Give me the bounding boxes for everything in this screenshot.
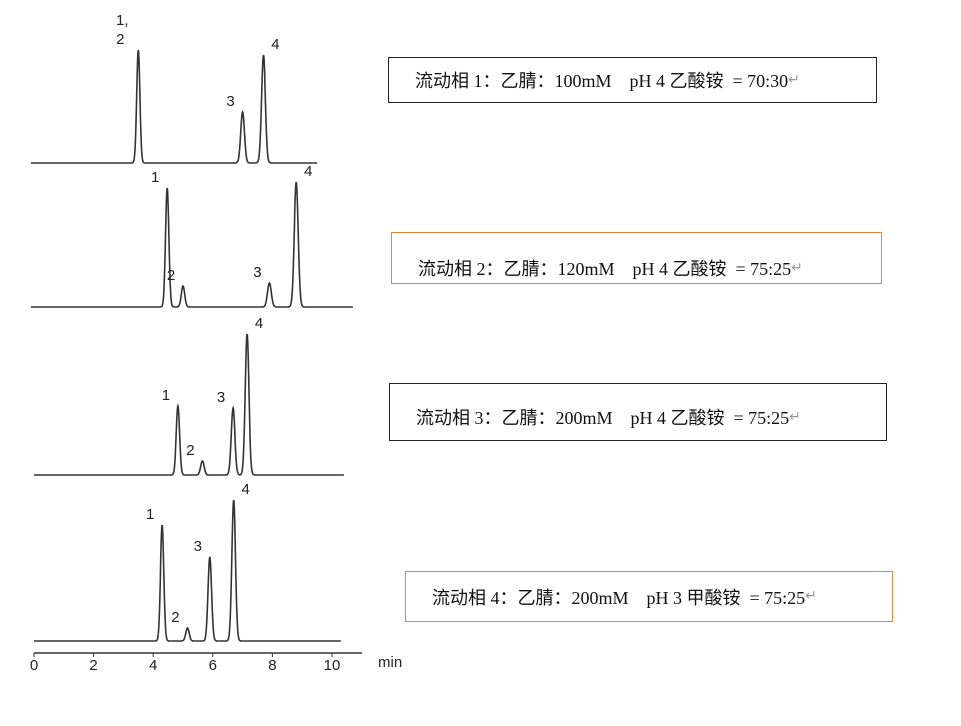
peak-label: 3 bbox=[194, 538, 202, 555]
x-tick-label: 10 bbox=[324, 657, 341, 674]
peak-label: 3 bbox=[253, 264, 261, 281]
x-tick-label: 4 bbox=[149, 657, 157, 674]
trace-line-1 bbox=[31, 49, 318, 164]
x-tick-label: 6 bbox=[209, 657, 217, 674]
condition-box-3: 流动相 3：乙腈：200mM pH 4 乙酸铵 = 75:25 ↵ bbox=[389, 383, 887, 441]
x-axis-label: min bbox=[378, 654, 402, 671]
condition-text-4: 流动相 4：乙腈：200mM pH 3 甲酸铵 = 75:25 bbox=[432, 587, 806, 608]
condition-text-1: 流动相 1：乙腈：100mM pH 4 乙酸铵 = 70:30 bbox=[415, 71, 789, 91]
x-tick-label: 8 bbox=[268, 657, 276, 674]
peak-label: 2 bbox=[186, 442, 194, 459]
condition-text-3: 流动相 3：乙腈：200mM pH 4 乙酸铵 = 75:25 bbox=[416, 408, 790, 428]
peak-label: 4 bbox=[255, 315, 263, 332]
trace-line-3 bbox=[34, 333, 344, 476]
return-icon: ↵ bbox=[789, 409, 801, 425]
x-tick-label: 2 bbox=[89, 657, 97, 674]
return-icon: ↵ bbox=[791, 260, 803, 276]
peak-label: 2 bbox=[116, 31, 124, 48]
return-icon: ↵ bbox=[805, 589, 817, 604]
condition-text-2: 流动相 2：乙腈：120mM pH 4 乙酸铵 = 75:25 bbox=[418, 259, 792, 279]
x-tick-label: 0 bbox=[30, 657, 38, 674]
peak-label: 4 bbox=[271, 36, 279, 53]
trace-line-2 bbox=[31, 181, 353, 308]
peak-label: 1 bbox=[162, 387, 170, 404]
peak-label: 2 bbox=[167, 267, 175, 284]
trace-line-4 bbox=[34, 499, 341, 642]
condition-box-2: 流动相 2：乙腈：120mM pH 4 乙酸铵 = 75:25 ↵ bbox=[391, 232, 882, 284]
peak-label: 1 bbox=[151, 169, 159, 186]
peak-label: 3 bbox=[217, 389, 225, 406]
peak-label: 4 bbox=[241, 481, 249, 498]
return-icon: ↵ bbox=[788, 72, 800, 88]
condition-box-1: 流动相 1：乙腈：100mM pH 4 乙酸铵 = 70:30 ↵ bbox=[388, 57, 877, 103]
peak-label: 3 bbox=[226, 93, 234, 110]
peak-label: 4 bbox=[304, 163, 312, 180]
peak-label: 1 bbox=[146, 506, 154, 523]
peak-label: 2 bbox=[171, 609, 179, 626]
peak-label: 1, bbox=[116, 12, 129, 29]
condition-box-4: 流动相 4：乙腈：200mM pH 3 甲酸铵 = 75:25 ↵ bbox=[405, 571, 893, 622]
